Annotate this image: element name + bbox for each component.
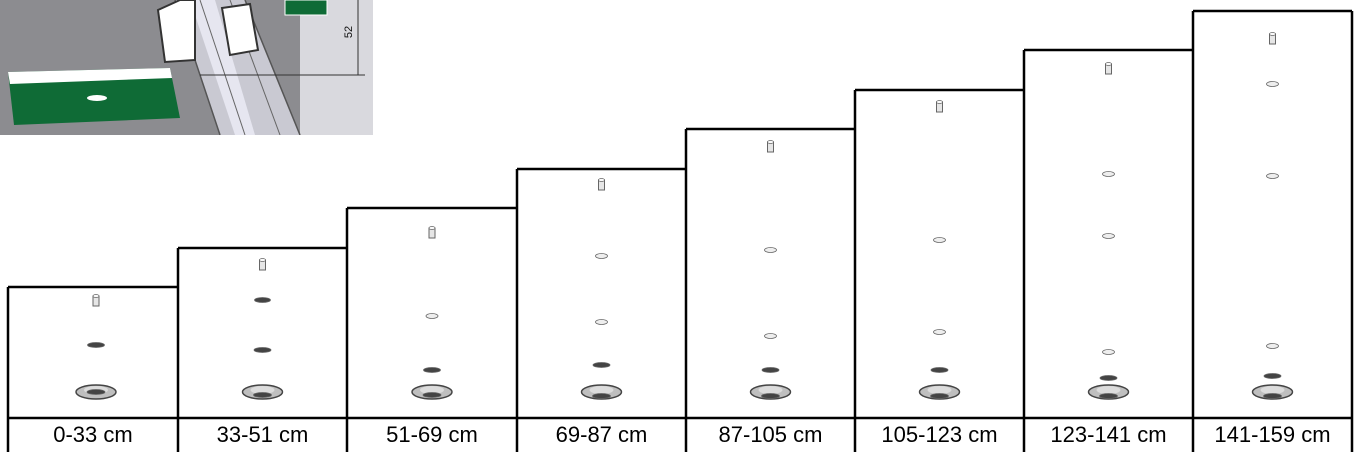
pole-base-plate-inner xyxy=(250,386,275,394)
telescopic-pole xyxy=(411,226,453,400)
pole-segment-collar xyxy=(87,342,105,348)
pole-top-pin-cap xyxy=(428,226,436,230)
pole-segment-collar xyxy=(1102,349,1115,355)
pole-base-plate-inner xyxy=(420,386,444,394)
pole-base-plate-inner xyxy=(1096,386,1121,394)
pole-segment-collar xyxy=(930,367,949,373)
pole-segment-collar xyxy=(86,389,106,395)
pole-top-pin-cap xyxy=(1105,62,1112,66)
range-label: 123-141 cm xyxy=(1050,422,1167,447)
pole-segment-collar xyxy=(1266,343,1279,349)
pole-top-pin-cap xyxy=(598,178,605,182)
telescopic-pole xyxy=(749,140,792,400)
range-label: 141-159 cm xyxy=(1214,422,1331,447)
pole-top-pin-cap xyxy=(936,100,943,104)
pole-segment-collar xyxy=(253,392,272,398)
pole-segment-collar xyxy=(592,362,611,368)
pole-segment-collar xyxy=(933,237,946,243)
pole-base-plate-inner xyxy=(927,386,952,394)
range-label: 33-51 cm xyxy=(216,422,309,447)
range-column-frame xyxy=(6,285,178,452)
pole-top-pin-cap xyxy=(259,258,266,262)
pole-base-plate-inner xyxy=(758,386,783,394)
pole-segment-collar xyxy=(761,393,780,399)
pole-base-plate-inner xyxy=(589,386,614,394)
range-column-frame xyxy=(1191,9,1352,452)
pole-segment-collar xyxy=(423,367,441,373)
telescopic-pole xyxy=(918,100,961,400)
cad-inset-drawing: 52 xyxy=(0,0,373,135)
pole-segment-collar xyxy=(1266,173,1279,179)
pole-segment-collar xyxy=(422,392,442,398)
pole-segment-collar xyxy=(425,313,439,319)
telescopic-pole xyxy=(241,258,284,400)
cad-inset-image: 52 xyxy=(0,0,373,135)
range-column-frame xyxy=(345,206,517,452)
pole-top-pin-cap xyxy=(92,294,100,298)
pole-segment-collar xyxy=(253,347,272,353)
range-column-frame xyxy=(1022,48,1193,452)
pole-segment-collar xyxy=(1099,375,1118,381)
pole-segment-collar xyxy=(1102,171,1115,177)
pole-segment-collar xyxy=(595,319,608,325)
pole-segment-collar xyxy=(930,393,949,399)
pole-segment-collar xyxy=(1099,393,1118,399)
pole-segment-collar xyxy=(933,329,946,335)
range-label: 0-33 cm xyxy=(53,422,133,447)
pole-top-pin-cap xyxy=(1269,32,1276,36)
pole-segment-collar xyxy=(761,367,780,373)
telescopic-pole xyxy=(1087,62,1130,400)
range-column-frame xyxy=(853,88,1024,452)
pole-segment-collar xyxy=(254,297,271,303)
range-label: 105-123 cm xyxy=(881,422,998,447)
telescopic-pole xyxy=(1251,32,1294,400)
pole-segment-collar xyxy=(1263,373,1282,379)
range-column-frame xyxy=(515,167,686,452)
dimension-label: 52 xyxy=(343,26,355,38)
range-column-frame xyxy=(684,127,855,452)
pole-top-pin-cap xyxy=(767,140,774,144)
range-label: 87-105 cm xyxy=(718,422,823,447)
telescopic-pole xyxy=(75,294,117,400)
pole-segment-collar xyxy=(764,247,777,253)
pole-segment-collar xyxy=(592,393,611,399)
pole-segment-collar xyxy=(1266,81,1279,87)
pole-base-plate-inner xyxy=(1260,386,1285,394)
pole-segment-collar xyxy=(764,333,777,339)
pole-segment-collar xyxy=(1102,233,1115,239)
pole-segment-collar xyxy=(1263,393,1282,399)
range-label: 69-87 cm xyxy=(555,422,648,447)
range-label: 51-69 cm xyxy=(386,422,478,447)
telescopic-pole xyxy=(580,178,623,400)
pole-segment-collar xyxy=(595,253,608,259)
